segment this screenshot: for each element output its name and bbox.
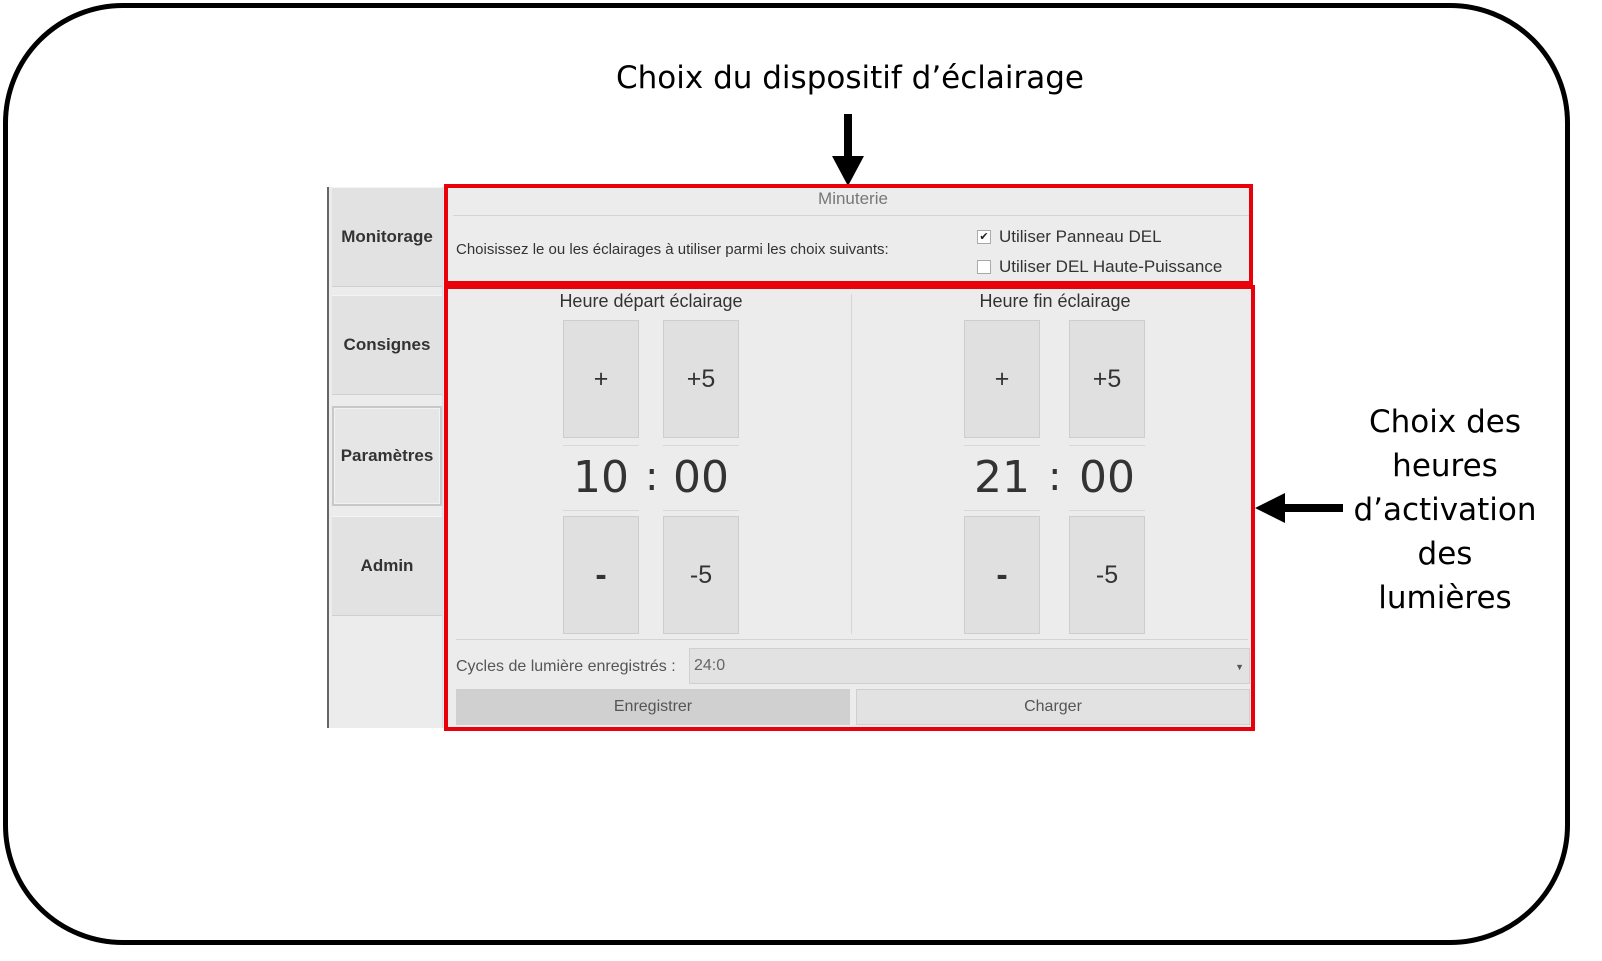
option-label: Utiliser Panneau DEL: [999, 227, 1162, 246]
sidebar-item-admin[interactable]: Admin: [332, 516, 442, 616]
sidebar-item-monitorage[interactable]: Monitorage: [332, 187, 442, 287]
annotation-side-line-5: lumières: [1378, 580, 1512, 616]
option-panneau-del[interactable]: ✔ Utiliser Panneau DEL: [977, 227, 1162, 247]
end-time-heading: Heure fin éclairage: [979, 291, 1131, 311]
start-hour-increment-button[interactable]: +: [563, 320, 639, 438]
end-minute-increment-button[interactable]: +5: [1069, 320, 1145, 438]
end-minute-value: 00: [1069, 445, 1145, 511]
end-hour-increment-button[interactable]: +: [964, 320, 1040, 438]
checkbox-unchecked-icon[interactable]: [977, 260, 991, 274]
start-hour-value: 10: [563, 445, 639, 511]
annotation-side-line-3: d’activation: [1353, 492, 1537, 528]
app-window: Monitorage Consignes Paramètres Admin Mi…: [327, 187, 1253, 728]
end-hour-value: 21: [964, 445, 1040, 511]
panel-title: Minuterie: [453, 187, 1253, 216]
end-time-separator: :: [1048, 454, 1062, 500]
rounded-frame: [3, 3, 1570, 945]
dropdown-caret-icon: ▼: [1235, 662, 1244, 672]
left-arrowhead-icon: [1255, 493, 1285, 523]
annotation-side-line-2: heures: [1392, 448, 1498, 484]
sidebar-item-label: Admin: [360, 556, 414, 575]
down-arrowhead-icon: [832, 156, 864, 186]
cycles-label: Cycles de lumière enregistrés :: [456, 658, 676, 675]
column-divider: [851, 294, 852, 634]
left-arrow-icon: [1283, 504, 1343, 512]
lighting-instructions: Choisissez le ou les éclairages à utilis…: [456, 241, 889, 258]
start-time-heading: Heure départ éclairage: [559, 291, 743, 311]
annotation-side-line-1: Choix des: [1369, 404, 1521, 440]
cycles-selected-value: 24:0: [694, 657, 726, 674]
start-minute-decrement-button[interactable]: -5: [663, 516, 739, 634]
option-del-haute-puissance[interactable]: Utiliser DEL Haute-Puissance: [977, 257, 1222, 277]
load-button[interactable]: Charger: [856, 689, 1250, 725]
annotation-side-line-4: des: [1417, 536, 1473, 572]
annotation-top-label: Choix du dispositif d’éclairage: [616, 60, 1084, 96]
sidebar-item-label: Paramètres: [340, 446, 434, 465]
checkbox-checked-icon[interactable]: ✔: [977, 230, 991, 244]
section-divider: [456, 639, 1248, 640]
start-time-separator: :: [645, 454, 659, 500]
sidebar-item-consignes[interactable]: Consignes: [332, 295, 442, 395]
sidebar-item-label: Monitorage: [341, 227, 433, 246]
cycles-dropdown[interactable]: 24:0 ▼: [689, 648, 1250, 684]
end-minute-decrement-button[interactable]: -5: [1069, 516, 1145, 634]
option-label: Utiliser DEL Haute-Puissance: [999, 257, 1223, 276]
sidebar-item-label: Consignes: [343, 335, 431, 354]
down-arrow-icon: [844, 114, 852, 160]
start-hour-decrement-button[interactable]: -: [563, 516, 639, 634]
end-hour-decrement-button[interactable]: -: [964, 516, 1040, 634]
sidebar: Monitorage Consignes Paramètres Admin: [327, 187, 443, 728]
sidebar-item-parametres[interactable]: Paramètres: [332, 406, 442, 506]
highlight-lighting-device: [444, 184, 1253, 285]
start-minute-value: 00: [663, 445, 739, 511]
save-button[interactable]: Enregistrer: [456, 689, 850, 725]
start-minute-increment-button[interactable]: +5: [663, 320, 739, 438]
annotation-side-label: Choix des heures d’activation des lumièr…: [1350, 400, 1540, 620]
highlight-activation-hours: [444, 285, 1255, 731]
